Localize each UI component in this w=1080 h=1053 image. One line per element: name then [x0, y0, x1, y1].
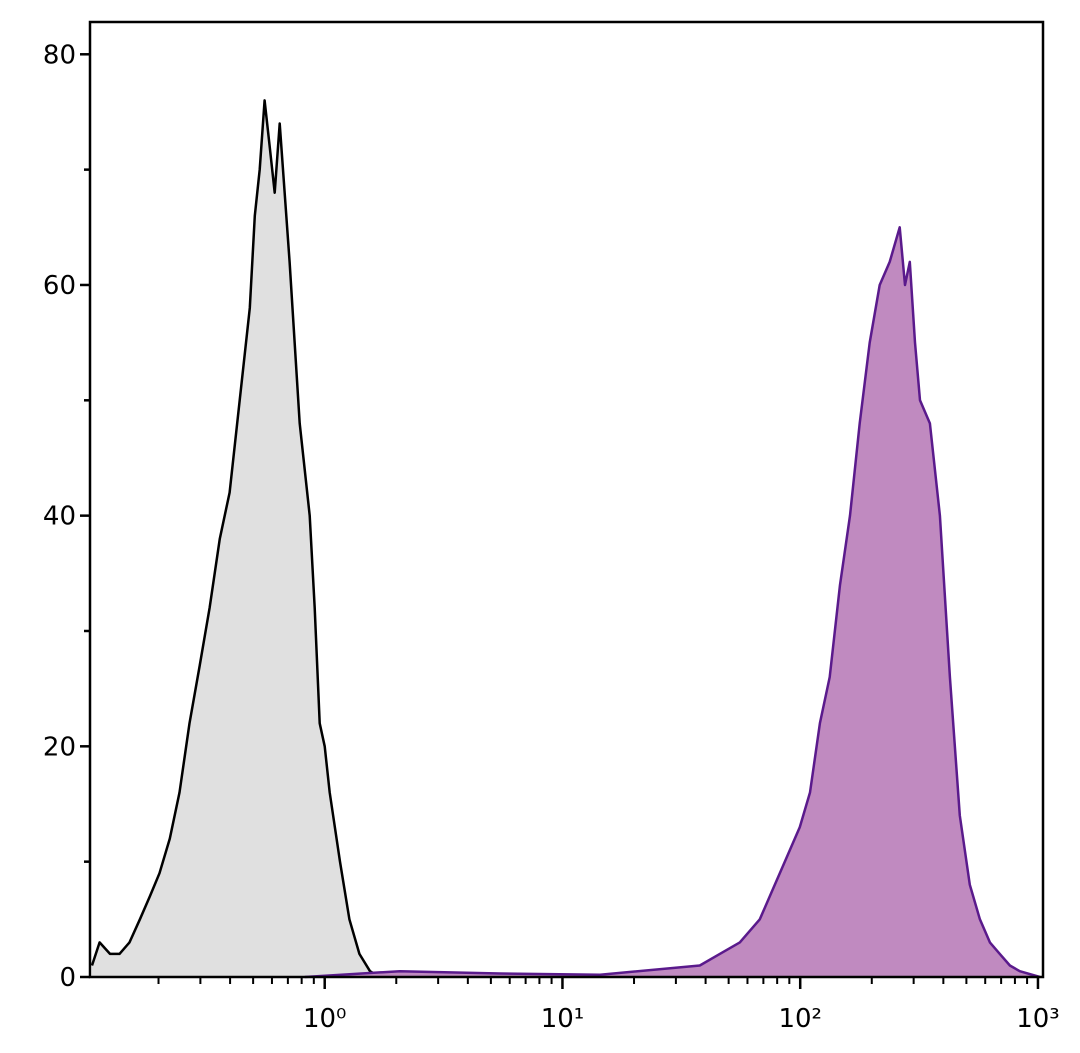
plot-frame	[88, 20, 1045, 979]
area-fill	[92, 100, 380, 977]
x-tick-label: 10¹	[541, 1004, 585, 1034]
y-tick-label: 40	[43, 502, 76, 532]
y-tick-label: 0	[59, 963, 76, 993]
y-tick-label: 60	[43, 271, 76, 301]
area-line	[304, 226, 1041, 979]
x-tick-label: 10⁰	[303, 1004, 347, 1034]
y-tick-label: 20	[43, 732, 76, 762]
y-tick-label: 80	[43, 40, 76, 70]
x-tick-label: 10²	[778, 1004, 822, 1034]
area-line	[90, 99, 381, 979]
x-tick-label: 10³	[1016, 1004, 1060, 1034]
area-fill	[304, 227, 1040, 978]
